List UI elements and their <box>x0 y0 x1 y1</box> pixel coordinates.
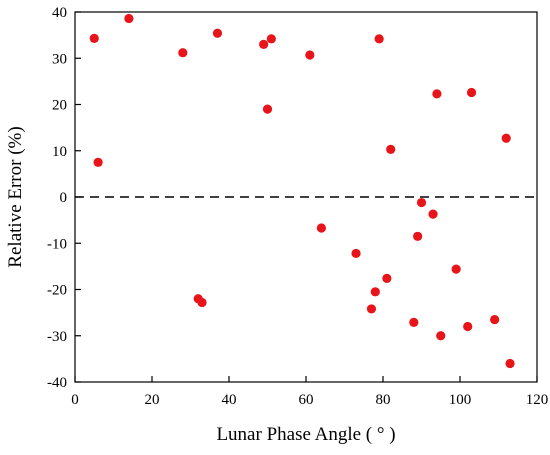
x-tick-label: 120 <box>526 392 549 408</box>
data-point-22 <box>432 89 442 99</box>
data-point-10 <box>305 50 315 60</box>
x-tick-label: 80 <box>376 392 391 408</box>
y-tick-label: 20 <box>52 98 67 114</box>
y-tick-label: -30 <box>47 329 67 345</box>
data-point-25 <box>463 321 473 332</box>
data-point-27 <box>490 314 500 325</box>
y-tick-label: 0 <box>60 190 68 206</box>
y-tick-label: -20 <box>47 283 67 299</box>
data-point-6 <box>212 28 223 38</box>
data-point-12 <box>351 248 361 259</box>
y-axis-title: Relative Error (%) <box>5 126 26 267</box>
y-tick-label: 40 <box>52 5 67 21</box>
data-point-5 <box>197 297 207 308</box>
data-point-23 <box>436 331 446 341</box>
y-tick-label: -10 <box>47 236 67 252</box>
x-tick-label: 0 <box>71 392 79 408</box>
data-point-14 <box>370 287 380 297</box>
data-point-26 <box>466 87 477 98</box>
data-point-3 <box>178 48 188 58</box>
data-point-15 <box>374 34 384 44</box>
data-point-0 <box>89 33 99 43</box>
data-point-11 <box>316 223 326 233</box>
y-tick-label: 30 <box>52 51 67 67</box>
data-point-24 <box>451 264 461 274</box>
data-point-29 <box>505 358 515 369</box>
data-point-8 <box>262 104 273 114</box>
data-point-21 <box>428 209 438 219</box>
x-tick-label: 100 <box>449 392 472 408</box>
x-tick-label: 40 <box>222 392 237 408</box>
data-point-16 <box>382 273 392 283</box>
data-point-1 <box>93 157 103 167</box>
data-point-20 <box>416 197 427 208</box>
y-tick-label: -40 <box>47 375 67 391</box>
data-point-18 <box>409 317 419 327</box>
x-tick-label: 60 <box>299 392 314 408</box>
x-tick-label: 20 <box>145 392 160 408</box>
data-point-9 <box>266 34 276 44</box>
data-point-17 <box>386 144 396 154</box>
x-axis-title: Lunar Phase Angle ( ° ) <box>216 424 395 445</box>
data-point-13 <box>366 304 377 314</box>
data-point-19 <box>413 231 423 241</box>
y-tick-label: 10 <box>52 144 67 160</box>
data-point-28 <box>501 133 511 143</box>
data-point-7 <box>259 39 269 49</box>
data-point-2 <box>124 13 134 24</box>
